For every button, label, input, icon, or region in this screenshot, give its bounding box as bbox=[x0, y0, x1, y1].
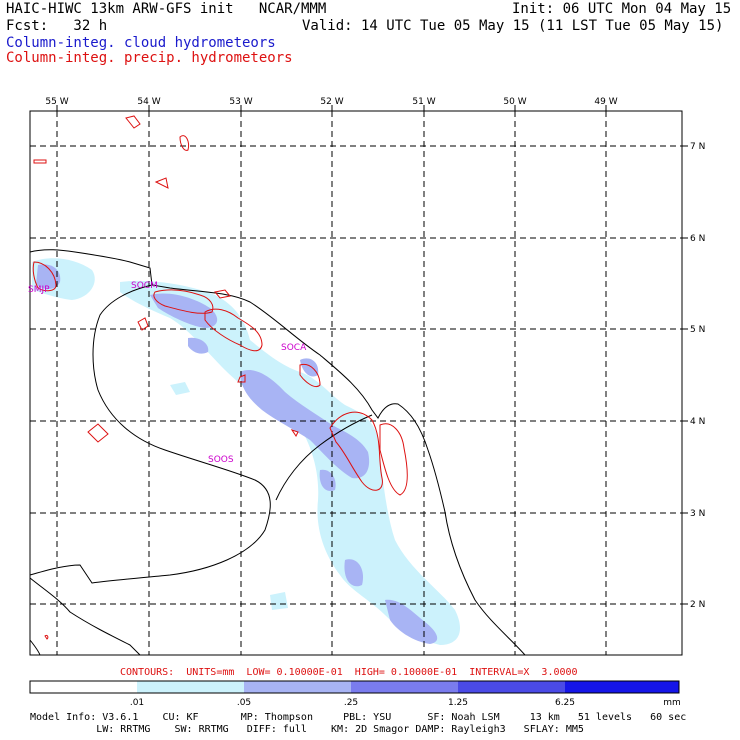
lat-label: 2 N bbox=[690, 600, 705, 610]
contour-info: CONTOURS: UNITS=mm LOW= 0.10000E-01 HIGH… bbox=[120, 667, 578, 678]
lat-label: 5 N bbox=[690, 325, 705, 335]
lon-label: 51 W bbox=[412, 97, 435, 107]
colorbar bbox=[29, 680, 680, 694]
lon-label: 55 W bbox=[45, 97, 68, 107]
map-frame bbox=[29, 110, 683, 656]
colorbar-tick: 6.25 bbox=[555, 698, 575, 708]
station-label: SOCM bbox=[131, 281, 158, 291]
station-label: SOCA bbox=[281, 343, 307, 353]
model-title: HAIC-HIWC 13km ARW-GFS init NCAR/MMM bbox=[6, 1, 327, 17]
precip-contours bbox=[32, 115, 408, 640]
colorbar-tick: 1.25 bbox=[448, 698, 468, 708]
frame-ticks bbox=[56, 105, 688, 605]
lat-label: 4 N bbox=[690, 417, 705, 427]
valid-time: Valid: 14 UTC Tue 05 May 15 (11 LST Tue … bbox=[302, 18, 724, 34]
colorbar-tick: .01 bbox=[130, 698, 144, 708]
forecast-hour: Fcst: 32 h bbox=[6, 18, 108, 34]
lon-label: 52 W bbox=[320, 97, 343, 107]
station-label: SOOS bbox=[208, 455, 234, 465]
init-time: Init: 06 UTC Mon 04 May 15 bbox=[512, 1, 732, 17]
station-label: SMJP bbox=[28, 285, 50, 295]
model-info-line2: LW: RRTMG SW: RRTMG DIFF: full KM: 2D Sm… bbox=[30, 724, 584, 735]
model-info-line1: Model Info: V3.6.1 CU: KF MP: Thompson P… bbox=[30, 712, 687, 723]
colorbar-tick: .05 bbox=[237, 698, 251, 708]
lat-label: 3 N bbox=[690, 509, 705, 519]
colorbar-tick: .25 bbox=[344, 698, 358, 708]
lat-label: 7 N bbox=[690, 142, 705, 152]
lat-label: 6 N bbox=[690, 234, 705, 244]
coastline bbox=[29, 249, 526, 656]
field-precip-label: Column-integ. precip. hydrometeors bbox=[6, 50, 293, 66]
field-cloud-label: Column-integ. cloud hydrometeors bbox=[6, 35, 276, 51]
lat-lon-grid bbox=[30, 111, 682, 655]
lon-label: 53 W bbox=[229, 97, 252, 107]
lon-label: 54 W bbox=[137, 97, 160, 107]
colorbar-unit: mm bbox=[663, 698, 681, 708]
lon-label: 49 W bbox=[594, 97, 617, 107]
lon-label: 50 W bbox=[503, 97, 526, 107]
